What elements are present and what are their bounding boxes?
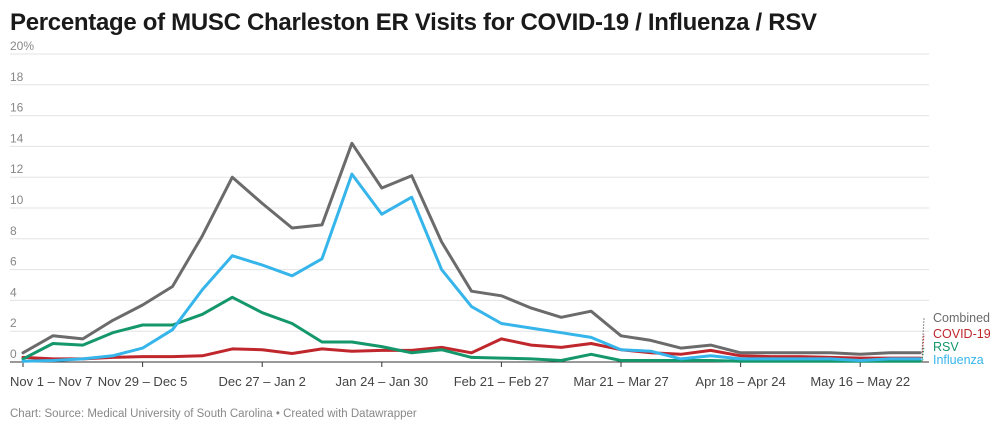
series-label-connector (921, 358, 925, 361)
y-tick-label: 20% (10, 39, 34, 53)
y-tick-label: 14 (10, 131, 24, 145)
series-label-rsv: RSV (933, 340, 959, 354)
x-tick-label: May 16 – May 22 (810, 374, 910, 389)
y-tick-label: 6 (10, 255, 17, 269)
series-label-combined: Combined (933, 311, 990, 325)
y-tick-label: 2 (10, 316, 17, 330)
y-tick-label: 12 (10, 162, 24, 176)
series-lines (21, 141, 922, 363)
series-line-covid-19 (21, 337, 922, 361)
series-line-influenza (21, 172, 922, 363)
y-axis: 20% 18 16 14 12 10 8 6 4 2 0 (10, 39, 34, 361)
series-line-rsv (21, 295, 922, 363)
x-tick-label: Feb 21 – Feb 27 (454, 374, 549, 389)
x-tick-label: Nov 1 – Nov 7 (10, 374, 92, 389)
series-label-influenza: Influenza (933, 353, 984, 367)
grid-lines (10, 53, 929, 363)
x-tick-label: Dec 27 – Jan 2 (218, 374, 305, 389)
y-tick-label: 4 (10, 285, 17, 299)
y-tick-label: 18 (10, 70, 24, 84)
x-tick-label: Apr 18 – Apr 24 (695, 374, 785, 389)
x-tick-label: Mar 21 – Mar 27 (573, 374, 668, 389)
series-line-combined (21, 141, 922, 356)
series-label-connector (921, 317, 925, 353)
y-tick-label: 8 (10, 224, 17, 238)
x-tick-label: Jan 24 – Jan 30 (336, 374, 429, 389)
y-tick-label: 0 (10, 347, 17, 361)
series-label-connector (921, 346, 925, 362)
y-tick-label: 16 (10, 101, 24, 115)
x-axis: Nov 1 – Nov 7 Nov 29 – Dec 5 Dec 27 – Jan … (10, 362, 910, 389)
x-tick-label: Nov 29 – Dec 5 (98, 374, 188, 389)
y-tick-label: 10 (10, 193, 24, 207)
series-label-connector (921, 333, 925, 359)
chart-title: Percentage of MUSC Charleston ER Visits … (10, 9, 817, 36)
chart-source-footer: Chart: Source: Medical University of Sou… (10, 408, 417, 420)
series-label-covid-19: COVID-19 (933, 327, 991, 341)
